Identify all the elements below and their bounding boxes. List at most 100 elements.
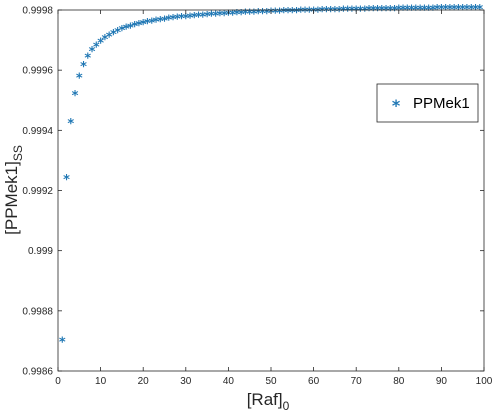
legend: * PPMek1 [376, 83, 479, 123]
data-point: * [242, 8, 249, 23]
data-point: * [374, 4, 381, 19]
data-point: * [366, 4, 373, 19]
data-point: * [118, 24, 125, 39]
data-point: * [101, 33, 108, 48]
data-point: * [404, 4, 411, 19]
y-axis-label: [PPMek1]SS [2, 145, 25, 235]
data-point: * [63, 173, 70, 188]
data-point: * [76, 72, 83, 87]
data-point: * [84, 52, 91, 67]
x-axis-label: [Raf]0 [247, 390, 290, 413]
data-point: * [412, 3, 419, 18]
data-point: * [331, 5, 338, 20]
data-point: * [229, 8, 236, 23]
data-point: * [153, 16, 160, 31]
data-point: * [212, 9, 219, 24]
data-point: * [408, 4, 415, 19]
y-tick-label: 0.9996 [22, 66, 53, 77]
data-point: * [199, 10, 206, 25]
data-point: * [442, 3, 449, 18]
data-point: * [455, 3, 462, 18]
data-point: * [67, 117, 74, 132]
data-point: * [285, 6, 292, 21]
data-point: * [383, 4, 390, 19]
data-point: * [195, 11, 202, 26]
data-point: * [216, 9, 223, 24]
data-point: * [246, 8, 253, 23]
data-point: * [182, 12, 189, 27]
data-point: * [400, 4, 407, 19]
y-tick-label: 0.9986 [22, 367, 53, 378]
data-point: * [72, 89, 79, 104]
y-axis-ticks: 0.9986 0.9988 0.999 0.9992 0.9994 0.9996 0.999… [22, 6, 484, 378]
y-tick-label: 0.9992 [22, 186, 53, 197]
data-point: * [429, 3, 436, 18]
data-point: * [93, 40, 100, 55]
x-axis-ticks: 0 10 20 30 40 50 60 70 80 90 100 [55, 10, 493, 387]
x-tick-label: 100 [476, 376, 493, 387]
data-point: * [238, 8, 245, 23]
x-tick-label: 80 [393, 376, 405, 387]
data-point: * [319, 5, 326, 20]
data-point: * [106, 30, 113, 45]
data-point: * [131, 20, 138, 35]
data-point: * [225, 9, 232, 24]
x-tick-label: 60 [308, 376, 320, 387]
data-point: * [178, 12, 185, 27]
data-point: * [314, 5, 321, 20]
data-point: * [170, 13, 177, 28]
data-point: * [127, 21, 134, 36]
x-tick-label: 0 [55, 376, 61, 387]
data-point: * [306, 5, 313, 20]
data-point: * [251, 7, 258, 22]
data-point: * [361, 4, 368, 19]
data-point: * [165, 14, 172, 29]
x-tick-label: 90 [436, 376, 448, 387]
data-point: * [370, 4, 377, 19]
data-point: * [191, 11, 198, 26]
plot-background [58, 10, 484, 371]
data-point: * [340, 5, 347, 20]
data-point: * [144, 17, 151, 32]
x-tick-label: 40 [223, 376, 235, 387]
x-tick-label: 10 [95, 376, 107, 387]
data-point: * [327, 5, 334, 20]
x-tick-label: 70 [351, 376, 363, 387]
data-point: * [263, 7, 270, 22]
data-point: * [187, 11, 194, 26]
data-point: * [59, 335, 66, 350]
data-point: * [123, 23, 130, 38]
data-point: * [276, 6, 283, 21]
data-point: * [234, 8, 241, 23]
data-point: * [204, 10, 211, 25]
x-tick-label: 20 [138, 376, 150, 387]
data-point: * [293, 6, 300, 21]
y-tick-label: 0.9998 [22, 6, 53, 17]
data-points: ****************************************… [59, 3, 483, 351]
data-point: * [110, 28, 117, 43]
legend-marker: * [392, 96, 401, 115]
data-point: * [459, 3, 466, 18]
y-tick-label: 0.999 [28, 246, 53, 257]
data-point: * [434, 3, 441, 18]
data-point: * [357, 4, 364, 19]
data-point: * [161, 14, 168, 29]
data-point: * [272, 7, 279, 22]
data-point: * [417, 3, 424, 18]
data-point: * [302, 6, 309, 21]
data-point: * [221, 9, 228, 24]
data-point: * [344, 5, 351, 20]
x-tick-label: 50 [265, 376, 277, 387]
x-tick-label: 30 [180, 376, 192, 387]
legend-box [376, 83, 479, 123]
data-point: * [297, 6, 304, 21]
data-point: * [425, 3, 432, 18]
data-point: * [157, 15, 164, 30]
data-point: * [451, 3, 458, 18]
data-point: * [378, 4, 385, 19]
data-point: * [89, 45, 96, 60]
data-point: * [255, 7, 262, 22]
data-point: * [140, 18, 147, 33]
data-point: * [391, 4, 398, 19]
